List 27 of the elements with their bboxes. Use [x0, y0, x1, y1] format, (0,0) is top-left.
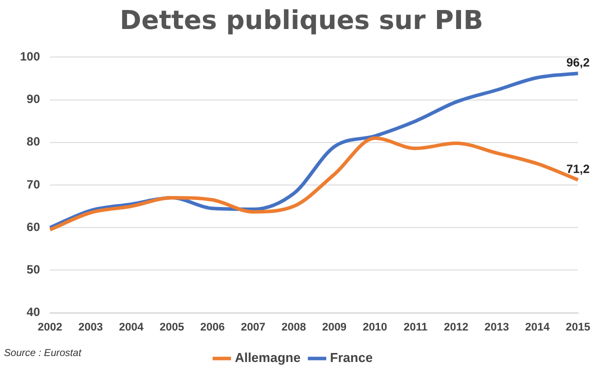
x-tick-label: 2004 — [119, 321, 144, 334]
x-tick-label: 2010 — [362, 321, 388, 334]
legend-label: France — [330, 350, 373, 366]
chart-title: Dettes publiques sur PIB — [118, 6, 484, 36]
y-tick-label: 50 — [26, 262, 40, 277]
x-tick-label: 2013 — [484, 321, 510, 334]
legend-label: Allemagne — [234, 350, 301, 366]
x-tick-label: 2006 — [200, 321, 225, 334]
data-label: 96,2 — [566, 56, 590, 70]
source-note: Source : Eurostat — [4, 348, 82, 359]
x-tick-label: 2015 — [566, 321, 590, 334]
y-tick-label: 90 — [26, 92, 40, 106]
x-tick-label: 2005 — [160, 321, 184, 334]
y-tick-label: 60 — [26, 220, 40, 234]
x-tick-label: 2014 — [525, 321, 550, 334]
x-tick-label: 2012 — [444, 321, 468, 334]
x-tick-label: 2009 — [322, 321, 347, 334]
x-tick-label: 2002 — [38, 321, 62, 334]
x-tick-label: 2008 — [281, 321, 306, 334]
x-tick-label: 2007 — [240, 321, 266, 334]
y-tick-label: 40 — [26, 305, 40, 320]
data-label: 71,2 — [566, 162, 590, 176]
y-tick-label: 80 — [26, 134, 40, 149]
y-tick-label: 70 — [26, 177, 40, 192]
y-tick-label: 100 — [20, 50, 40, 64]
x-tick-label: 2003 — [78, 321, 103, 334]
x-tick-label: 2011 — [404, 321, 428, 334]
